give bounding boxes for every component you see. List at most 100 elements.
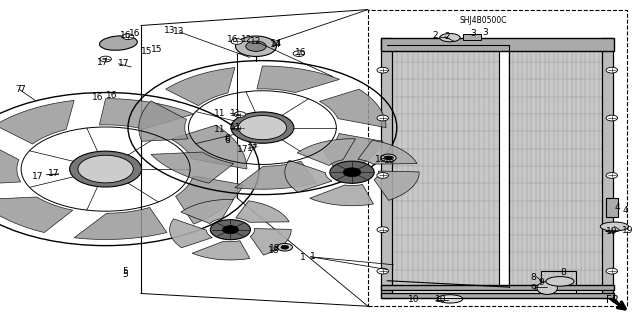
Ellipse shape <box>440 33 460 42</box>
Circle shape <box>236 36 276 56</box>
Circle shape <box>377 227 388 233</box>
Polygon shape <box>319 89 386 128</box>
Text: 1: 1 <box>310 252 316 261</box>
Text: 15: 15 <box>141 47 152 56</box>
Text: 8: 8 <box>561 268 566 277</box>
Polygon shape <box>358 140 417 164</box>
Text: 10: 10 <box>435 295 447 304</box>
Text: 18: 18 <box>269 244 281 253</box>
Text: 17: 17 <box>97 58 109 67</box>
Bar <box>606 198 618 217</box>
Text: 16: 16 <box>129 29 140 38</box>
Text: 9: 9 <box>538 278 543 287</box>
Text: 9: 9 <box>531 284 536 293</box>
Text: 19: 19 <box>622 226 634 235</box>
Polygon shape <box>74 207 167 240</box>
Bar <box>509 45 608 287</box>
Text: 12: 12 <box>241 35 253 44</box>
Polygon shape <box>0 197 73 233</box>
Circle shape <box>100 56 111 62</box>
Text: 16: 16 <box>120 31 132 40</box>
Text: 18: 18 <box>375 155 387 164</box>
Circle shape <box>238 115 287 140</box>
Polygon shape <box>175 176 243 224</box>
Polygon shape <box>324 134 383 176</box>
Text: 12: 12 <box>250 37 262 46</box>
Circle shape <box>385 156 392 160</box>
Polygon shape <box>310 184 373 206</box>
Polygon shape <box>250 229 291 255</box>
Text: 18: 18 <box>384 156 396 165</box>
Circle shape <box>211 220 250 240</box>
Text: 8: 8 <box>531 273 536 282</box>
Circle shape <box>70 151 141 187</box>
Bar <box>381 285 614 290</box>
Text: 6: 6 <box>225 134 230 143</box>
Text: 10: 10 <box>408 295 420 304</box>
Text: 17: 17 <box>48 169 60 178</box>
Ellipse shape <box>537 282 557 294</box>
Polygon shape <box>99 99 194 129</box>
Circle shape <box>246 41 266 51</box>
Circle shape <box>377 268 388 274</box>
Ellipse shape <box>99 36 138 50</box>
Text: 13: 13 <box>164 26 175 35</box>
Text: 17: 17 <box>237 145 248 154</box>
Text: 16: 16 <box>227 35 239 44</box>
Circle shape <box>293 51 305 56</box>
Circle shape <box>606 173 618 178</box>
Text: 5: 5 <box>122 267 127 276</box>
Polygon shape <box>166 68 235 106</box>
Polygon shape <box>170 219 212 248</box>
Polygon shape <box>151 152 234 183</box>
Text: 15: 15 <box>151 45 163 54</box>
Polygon shape <box>181 199 234 224</box>
Circle shape <box>234 125 246 131</box>
Text: 3: 3 <box>471 29 476 38</box>
Bar <box>368 10 627 306</box>
Circle shape <box>381 154 396 162</box>
Circle shape <box>377 67 388 73</box>
Polygon shape <box>235 161 316 189</box>
Text: 4: 4 <box>615 203 620 212</box>
Polygon shape <box>171 125 247 169</box>
Text: 11: 11 <box>214 109 225 118</box>
Text: 11: 11 <box>214 125 225 134</box>
Polygon shape <box>257 66 339 93</box>
Circle shape <box>606 268 618 274</box>
Circle shape <box>78 155 133 183</box>
Polygon shape <box>297 139 355 166</box>
Ellipse shape <box>437 295 463 303</box>
Text: 13: 13 <box>173 27 185 36</box>
Bar <box>541 271 576 295</box>
Bar <box>387 45 499 287</box>
Circle shape <box>330 161 374 183</box>
Polygon shape <box>139 101 188 141</box>
Polygon shape <box>192 241 250 260</box>
Text: 16: 16 <box>295 48 307 57</box>
Polygon shape <box>0 100 74 144</box>
Polygon shape <box>374 171 419 200</box>
Text: 2: 2 <box>433 31 438 40</box>
Circle shape <box>231 39 243 44</box>
Ellipse shape <box>546 277 574 286</box>
Polygon shape <box>285 160 332 192</box>
Circle shape <box>281 245 289 249</box>
Text: 17: 17 <box>32 172 44 181</box>
Text: SHJ4B0500C: SHJ4B0500C <box>460 16 507 25</box>
Circle shape <box>606 115 618 121</box>
Text: 14: 14 <box>271 39 282 48</box>
Text: 6: 6 <box>225 136 230 145</box>
Text: 4: 4 <box>622 206 628 215</box>
Ellipse shape <box>600 222 628 231</box>
Polygon shape <box>236 201 289 222</box>
Text: 5: 5 <box>122 270 127 279</box>
Circle shape <box>222 226 239 234</box>
Bar <box>381 293 614 298</box>
Bar <box>463 34 481 40</box>
Text: 11: 11 <box>230 109 242 118</box>
Text: 7: 7 <box>15 85 20 94</box>
Text: 19: 19 <box>606 227 618 236</box>
Text: 17: 17 <box>247 144 259 153</box>
Bar <box>381 38 392 298</box>
